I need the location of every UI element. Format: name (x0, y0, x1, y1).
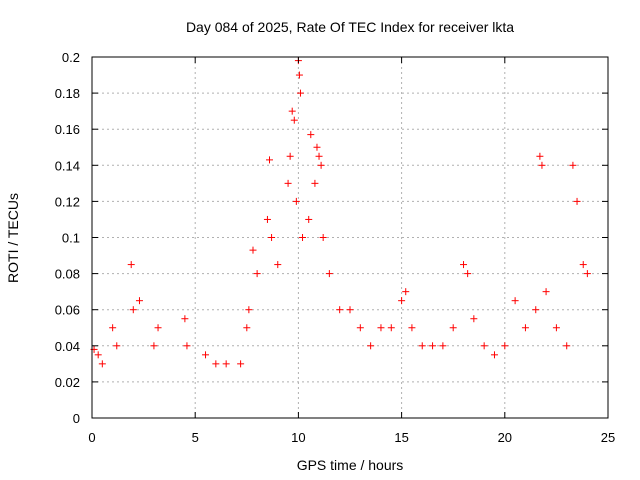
data-point (460, 261, 468, 269)
data-point (449, 324, 457, 332)
data-point (296, 89, 304, 97)
data-point (398, 297, 406, 305)
data-point (542, 288, 550, 296)
data-point (377, 324, 385, 332)
data-point (222, 360, 230, 368)
x-tick-label: 15 (394, 430, 408, 445)
data-point (135, 297, 143, 305)
x-tick-label: 10 (291, 430, 305, 445)
axis-ticks (91, 56, 609, 419)
data-point (253, 270, 261, 278)
data-point (286, 152, 294, 160)
data-point (263, 215, 271, 223)
data-point (313, 143, 321, 151)
data-point (418, 342, 426, 350)
data-point (563, 342, 571, 350)
y-tick-label: 0.04 (55, 339, 80, 354)
data-point (470, 315, 478, 323)
data-point (480, 342, 488, 350)
data-point (292, 197, 300, 205)
data-point (538, 161, 546, 169)
data-point (305, 215, 313, 223)
data-point (429, 342, 437, 350)
data-point (490, 351, 498, 359)
data-point (183, 342, 191, 350)
data-point (307, 131, 315, 139)
data-point (113, 342, 121, 350)
data-point (288, 107, 296, 115)
data-point (181, 315, 189, 323)
x-tick-label: 20 (498, 430, 512, 445)
tick-labels: 0 5 10 15 20 25 0 0.02 0.04 0.06 0.08 0.1 0.12 0.14 0.… (55, 50, 616, 445)
data-point (464, 270, 472, 278)
x-tick-label: 0 (88, 430, 95, 445)
y-tick-label: 0.08 (55, 267, 80, 282)
y-axis-label: ROTI / TECUs (5, 193, 21, 283)
y-tick-label: 0.06 (55, 303, 80, 318)
data-point (295, 71, 303, 79)
grid (92, 57, 608, 418)
chart-title: Day 084 of 2025, Rate Of TEC Index for r… (186, 19, 514, 35)
x-tick-label: 5 (192, 430, 199, 445)
y-tick-label: 0 (73, 411, 80, 426)
data-point (243, 324, 251, 332)
data-point (245, 306, 253, 314)
data-point (290, 116, 298, 124)
data-point (274, 261, 282, 269)
data-point (532, 306, 540, 314)
data-point (346, 306, 354, 314)
y-tick-label: 0.18 (55, 86, 80, 101)
data-point (408, 324, 416, 332)
data-point (317, 161, 325, 169)
data-point (356, 324, 364, 332)
y-tick-label: 0.16 (55, 122, 80, 137)
x-tick-label: 25 (601, 430, 615, 445)
y-tick-label: 0.14 (55, 158, 80, 173)
y-tick-label: 0.02 (55, 375, 80, 390)
data-point (284, 179, 292, 187)
data-point (129, 306, 137, 314)
data-point (569, 161, 577, 169)
data-point (202, 351, 210, 359)
data-point (154, 324, 162, 332)
data-point (552, 324, 560, 332)
data-point (268, 234, 276, 241)
data-point (237, 360, 245, 368)
data-point (521, 324, 529, 332)
data-point (367, 342, 375, 350)
data-point (511, 297, 519, 305)
data-point (315, 152, 323, 160)
data-point (579, 261, 587, 269)
data-point (150, 342, 158, 350)
data-point (311, 179, 319, 187)
data-point (387, 324, 395, 332)
data-point (325, 270, 333, 278)
y-tick-label: 0.12 (55, 194, 80, 209)
data-points (90, 57, 591, 368)
data-point (336, 306, 344, 314)
data-point (319, 234, 327, 241)
x-axis-label: GPS time / hours (297, 457, 404, 473)
data-point (402, 288, 410, 296)
data-point (573, 197, 581, 205)
data-point (98, 360, 106, 368)
y-tick-label: 0.1 (62, 231, 80, 246)
plot-frame (91, 56, 609, 419)
data-point (439, 342, 447, 350)
data-point (109, 324, 117, 332)
data-point (212, 360, 220, 368)
data-point (501, 342, 509, 350)
data-point (536, 152, 544, 160)
data-point (266, 156, 274, 164)
data-point (583, 270, 591, 278)
data-point (249, 246, 257, 254)
data-point (127, 261, 135, 269)
data-point (299, 234, 307, 241)
data-point (94, 351, 102, 359)
y-tick-label: 0.2 (62, 50, 80, 65)
